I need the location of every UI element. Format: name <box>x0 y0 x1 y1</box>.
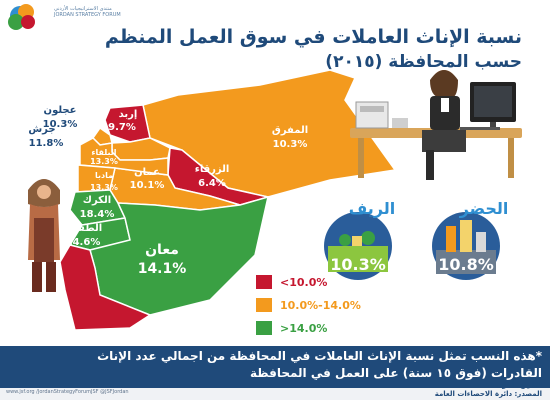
region-value-label: 10.1% <box>130 180 165 191</box>
region-value-label: 13.3% <box>90 157 118 166</box>
region-name-label: الكرك <box>83 195 111 206</box>
region-value-label: 9.7% <box>108 122 136 133</box>
logo-text-arabic: منتدى الاستراتيجيات الأردني <box>54 6 112 12</box>
region-value-label: 6.4% <box>198 178 226 189</box>
region-value-label: 18.4% <box>80 209 115 220</box>
page-subtitle: حسب المحافظة (٢٠١٥) <box>325 52 522 72</box>
woman-at-desk-icon <box>350 70 522 180</box>
region-name-label: العقبة <box>33 294 63 305</box>
bottom-strip <box>0 388 550 400</box>
region-name-label: البلقاء <box>91 148 116 157</box>
region-name-label: معان <box>145 242 179 258</box>
area-name-label: الحضر <box>459 199 509 218</box>
region-name-label: الطفيلة <box>64 223 102 234</box>
jsf-logo-icon <box>8 4 35 30</box>
legend-swatch-mid <box>256 298 272 312</box>
footer-date: التاريخ: أيلول ٢٠١٦ <box>476 381 542 389</box>
area-value-label: 10.3% <box>330 255 386 274</box>
region-name-label: إربد <box>119 109 138 120</box>
footer-note-band <box>0 346 550 390</box>
legend-swatch-high <box>256 321 272 335</box>
region-name-label: الزرقاء <box>195 164 230 175</box>
map-region-maan <box>89 195 270 316</box>
woman-in-hijab-icon <box>28 179 60 292</box>
region-value-label: 8.0% <box>34 308 62 319</box>
region-name-label: جرش <box>28 124 55 135</box>
page-title: نسبة الإناث العاملات في سوق العمل المنظم <box>104 26 522 48</box>
region-value-label: 10.3% <box>273 139 308 150</box>
region-name-label: المفرق <box>272 125 308 136</box>
footer-note-line2: القادرات (فوق ١٥ سنة) على العمل في المحا… <box>250 366 542 380</box>
region-name-label: مادبا <box>95 171 113 180</box>
region-value-label: 13.3% <box>90 183 118 192</box>
area-value-label: 10.8% <box>438 255 494 274</box>
region-value-label: 11.8% <box>29 138 64 149</box>
map-region-aqaba <box>59 244 152 331</box>
legend-label-high: >14.0% <box>280 322 328 335</box>
legend-label-low: <10.0% <box>280 276 328 289</box>
footer-source: المصدر: دائرة الاحصاءات العامة <box>434 390 542 398</box>
footer-note-line1: *هذه النسب تمثل نسبة الإناث العاملات في … <box>97 349 542 363</box>
legend-swatch-low <box>256 275 272 289</box>
legend-label-mid: 10.0%-14.0% <box>280 299 361 312</box>
logo-text-english: JORDAN STRATEGY FORUM <box>54 12 121 18</box>
rural-circle <box>324 212 392 280</box>
region-name-label: عمان <box>134 167 160 178</box>
area-name-label: الريف <box>349 199 396 218</box>
region-value-label: 14.1% <box>138 261 187 277</box>
region-value-label: 10.3% <box>43 119 78 130</box>
region-value-label: 14.6% <box>66 237 101 248</box>
urban-circle <box>432 212 500 280</box>
region-name-label: عجلون <box>44 105 77 116</box>
logo-text: منتدى الاستراتيجيات الأردني JORDAN STRAT… <box>54 6 121 18</box>
social-links: www.jsf.org /JordanStrategyForumJSF @JSF… <box>6 389 129 395</box>
